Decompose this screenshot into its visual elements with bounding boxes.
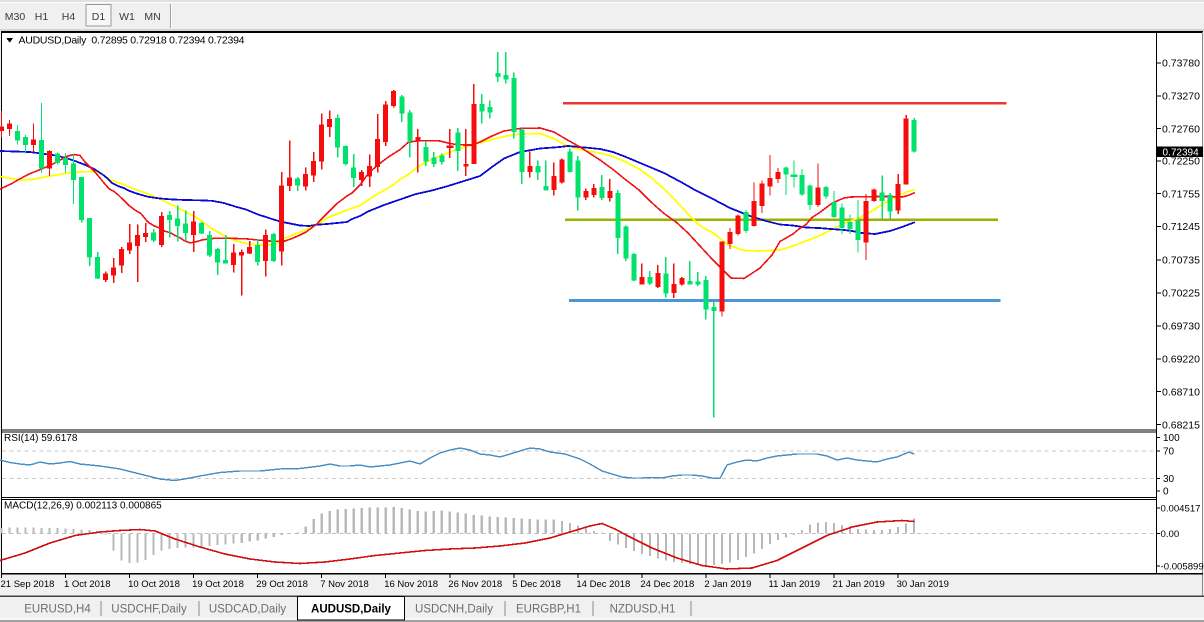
svg-text:H4: H4 xyxy=(62,11,76,23)
svg-text:EURUSD,H4: EURUSD,H4 xyxy=(24,604,91,616)
svg-text:16 Nov 2018: 16 Nov 2018 xyxy=(384,579,438,590)
svg-text:0.004517: 0.004517 xyxy=(1161,503,1201,514)
svg-text:0.73780: 0.73780 xyxy=(1162,58,1200,70)
svg-text:70: 70 xyxy=(1163,447,1175,458)
svg-text:0.72760: 0.72760 xyxy=(1162,123,1200,135)
svg-text:M30: M30 xyxy=(5,11,26,23)
svg-text:0.70225: 0.70225 xyxy=(1162,288,1200,300)
svg-text:USDCAD,Daily: USDCAD,Daily xyxy=(209,604,287,616)
svg-text:11 Jan 2019: 11 Jan 2019 xyxy=(769,579,821,590)
svg-text:AUDUSD,Daily 0.72895 0.72918: AUDUSD,Daily 0.72895 0.72918 0.72394 0.7… xyxy=(19,35,245,47)
svg-text:0.70735: 0.70735 xyxy=(1162,255,1200,267)
svg-text:24 Dec 2018: 24 Dec 2018 xyxy=(640,579,694,590)
svg-text:H1: H1 xyxy=(35,11,49,23)
svg-text:26 Nov 2018: 26 Nov 2018 xyxy=(448,579,502,590)
svg-text:0.71245: 0.71245 xyxy=(1162,221,1200,233)
svg-text:0.00: 0.00 xyxy=(1161,529,1180,540)
svg-text:0.73270: 0.73270 xyxy=(1162,91,1200,103)
svg-text:0.71755: 0.71755 xyxy=(1162,188,1200,200)
svg-text:-0.005899: -0.005899 xyxy=(1161,561,1204,572)
svg-text:7 Nov 2018: 7 Nov 2018 xyxy=(320,579,369,590)
svg-text:29 Oct 2018: 29 Oct 2018 xyxy=(256,579,308,590)
svg-text:MN: MN xyxy=(144,11,160,23)
svg-text:NZDUSD,H1: NZDUSD,H1 xyxy=(610,604,676,616)
svg-text:0.68215: 0.68215 xyxy=(1162,419,1200,431)
svg-text:EURGBP,H1: EURGBP,H1 xyxy=(516,604,581,616)
svg-text:USDCNH,Daily: USDCNH,Daily xyxy=(415,604,493,616)
svg-text:2 Jan 2019: 2 Jan 2019 xyxy=(704,579,751,590)
svg-text:D1: D1 xyxy=(92,11,106,23)
svg-text:1 Oct 2018: 1 Oct 2018 xyxy=(64,579,110,590)
svg-text:RSI(14) 59.6178: RSI(14) 59.6178 xyxy=(4,433,78,444)
svg-text:0.68710: 0.68710 xyxy=(1162,386,1200,398)
svg-text:0.69220: 0.69220 xyxy=(1162,354,1200,366)
svg-text:W1: W1 xyxy=(119,11,135,23)
svg-text:21 Sep 2018: 21 Sep 2018 xyxy=(1,579,55,590)
svg-text:5 Dec 2018: 5 Dec 2018 xyxy=(512,579,561,590)
svg-text:MACD(12,26,9) 0.002113 0.00086: MACD(12,26,9) 0.002113 0.000865 xyxy=(4,501,162,512)
svg-text:0.69730: 0.69730 xyxy=(1162,321,1200,333)
svg-text:10 Oct 2018: 10 Oct 2018 xyxy=(128,579,180,590)
svg-text:30: 30 xyxy=(1163,474,1175,485)
svg-text:AUDUSD,Daily: AUDUSD,Daily xyxy=(311,604,391,616)
svg-text:14 Dec 2018: 14 Dec 2018 xyxy=(576,579,630,590)
svg-text:0.72394: 0.72394 xyxy=(1163,147,1200,158)
svg-text:USDCHF,Daily: USDCHF,Daily xyxy=(111,604,187,616)
svg-text:19 Oct 2018: 19 Oct 2018 xyxy=(192,579,244,590)
svg-text:21 Jan 2019: 21 Jan 2019 xyxy=(833,579,885,590)
svg-text:0: 0 xyxy=(1163,487,1169,498)
svg-text:30 Jan 2019: 30 Jan 2019 xyxy=(897,579,949,590)
svg-text:0.72250: 0.72250 xyxy=(1162,156,1200,168)
svg-text:100: 100 xyxy=(1163,433,1180,444)
